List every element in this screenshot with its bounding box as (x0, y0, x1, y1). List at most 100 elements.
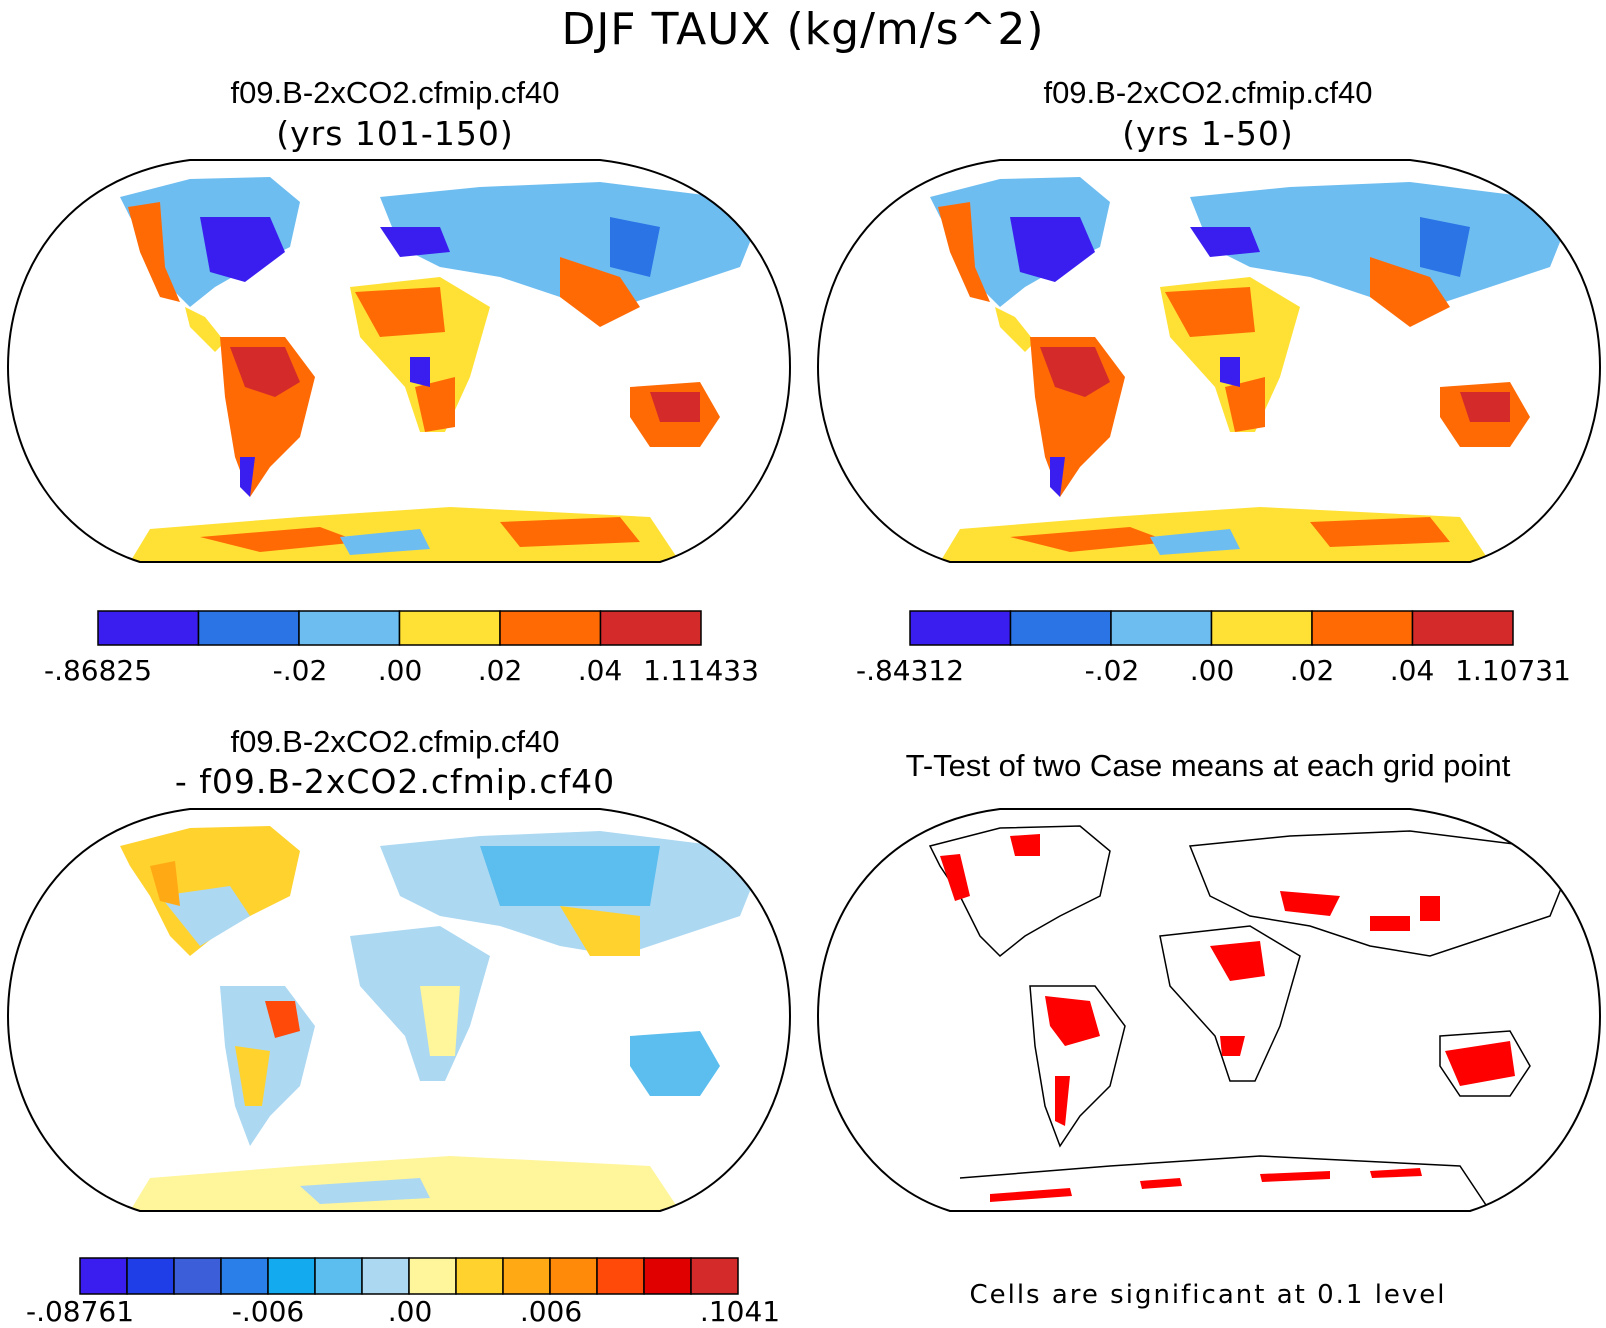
panel-2-colorbar-swatch-1 (1009, 610, 1112, 646)
north-america-east (1010, 217, 1095, 282)
panel-2-tick-5: 1.10731 (1455, 654, 1571, 687)
panel-2-title: f09.B-2xCO2.cfmip.cf40 (1043, 75, 1373, 110)
panel-1-tick-1: -.02 (272, 654, 328, 687)
panel-4-note: Cells are significant at 0.1 level (969, 1280, 1447, 1310)
significant-africa (1210, 941, 1265, 1056)
africa (350, 926, 490, 1081)
panel-3-field (120, 826, 760, 1211)
panel-2-tick-3: .02 (1289, 654, 1335, 687)
antarctica-blue (1150, 529, 1240, 555)
panel-3-colorbar-swatch-2 (173, 1257, 222, 1295)
panel-3-tick-4: .1041 (699, 1295, 781, 1328)
south-america-yellow (235, 1046, 270, 1106)
antarctica-blue (300, 1178, 430, 1204)
australia-core (650, 392, 700, 422)
africa-yellow (420, 986, 460, 1056)
panel-1-colorbar-swatch-2 (298, 610, 401, 646)
panel-2-colorbar-swatches (909, 610, 1514, 646)
panel-1-tick-3: .02 (477, 654, 523, 687)
panel-3-colorbar-swatch-5 (314, 1257, 363, 1295)
panel-1-colorbar-swatch-3 (398, 610, 501, 646)
panel-1-colorbar-swatch-4 (499, 610, 602, 646)
panel-1-colorbar-swatches (97, 610, 702, 646)
africa-west-blue (1220, 357, 1240, 387)
panel-1-map-frame (6, 159, 792, 563)
africa-north (1165, 287, 1255, 337)
eurasia-blue (1190, 227, 1260, 257)
panel-3-colorbar-swatches (79, 1257, 739, 1295)
central-america (995, 307, 1035, 352)
panel-3-colorbar-swatch-7 (408, 1257, 457, 1295)
eurasia-yellow (560, 906, 640, 956)
panel-3-colorbar-swatch-11 (596, 1257, 645, 1295)
south-america-core (230, 347, 300, 397)
antarctica-red (1010, 517, 1450, 552)
panel-1-tick-2: .00 (377, 654, 423, 687)
panel-2-subtitle: (yrs 1-50) (1122, 114, 1294, 153)
panel-2-tick-2: .00 (1189, 654, 1235, 687)
south-america-tip (240, 457, 255, 497)
panel-3-colorbar-swatch-4 (267, 1257, 316, 1295)
significant-north-america (940, 834, 1040, 901)
north-america-orange (150, 861, 180, 906)
panel-2-map (816, 159, 1602, 563)
panel-3-map-frame (6, 808, 792, 1212)
asia-blue (610, 217, 660, 277)
panel-2-colorbar-swatch-4 (1311, 610, 1414, 646)
panel-3-colorbar-swatch-9 (502, 1257, 551, 1295)
panel-3-title: f09.B-2xCO2.cfmip.cf40 (230, 724, 560, 759)
panel-2-colorbar-swatch-3 (1210, 610, 1313, 646)
panel-3-colorbar-swatch-0 (79, 1257, 128, 1295)
panel-4-significance-field (928, 825, 1571, 1211)
panel-3-colorbar-swatch-3 (220, 1257, 269, 1295)
north-america-west (128, 202, 180, 302)
panel-1-colorbar-swatch-5 (599, 610, 702, 646)
panel-3-colorbar-swatch-13 (690, 1257, 739, 1295)
panel-2-tick-0: -.84312 (855, 654, 965, 687)
africa-north (355, 287, 445, 337)
panel-3-tick-1: -.006 (231, 1295, 305, 1328)
panel-1-tick-0: -.86825 (43, 654, 153, 687)
panel-1-tick-5: 1.11433 (643, 654, 759, 687)
australia (630, 1031, 720, 1096)
panel-1-colorbar-swatch-1 (197, 610, 300, 646)
antarctica-red (200, 517, 640, 552)
eurasia-blue (480, 846, 660, 906)
panel-1-tick-4: .04 (577, 654, 623, 687)
south-america-core (1040, 347, 1110, 397)
central-america (185, 307, 225, 352)
south-america-tip (1050, 457, 1065, 497)
africa-south (415, 377, 455, 432)
panel-3-colorbar-swatch-1 (126, 1257, 175, 1295)
panel-3-colorbar-swatch-12 (643, 1257, 692, 1295)
panel-1-colorbar-swatch-0 (97, 610, 200, 646)
panel-3-colorbar-swatch-6 (361, 1257, 410, 1295)
panel-2-colorbar-swatch-5 (1411, 610, 1514, 646)
panel-3-tick-0: -.08761 (25, 1295, 135, 1328)
south-america-hotspot (265, 1001, 300, 1038)
figure-title: DJF TAUX (kg/m/s^2) (561, 4, 1045, 55)
panel-4-coastlines (928, 825, 1571, 1211)
panel-2-tick-4: .04 (1389, 654, 1435, 687)
significant-antarctica (990, 1168, 1422, 1202)
panel-2-field (930, 177, 1570, 562)
panel-2-map-frame (816, 159, 1602, 563)
panel-4-map-frame (816, 808, 1602, 1212)
australia-core (1460, 392, 1510, 422)
panel-3-tick-3: .006 (519, 1295, 583, 1328)
panel-3-colorbar-swatch-8 (455, 1257, 504, 1295)
panel-1-field (120, 177, 760, 562)
panel-2-colorbar-swatch-2 (1110, 610, 1213, 646)
north-america-east (200, 217, 285, 282)
significant-australia (1445, 1041, 1515, 1086)
panel-1-map (6, 159, 792, 563)
africa-west-blue (410, 357, 430, 387)
panel-3-colorbar-swatch-10 (549, 1257, 598, 1295)
panel-4-map (816, 808, 1602, 1212)
significant-south-america (1045, 996, 1100, 1126)
significant-asia (1280, 891, 1440, 931)
panel-1-subtitle: (yrs 101-150) (276, 114, 514, 153)
asia-south (560, 257, 640, 327)
africa-south (1225, 377, 1265, 432)
antarctica-blue (340, 529, 430, 555)
